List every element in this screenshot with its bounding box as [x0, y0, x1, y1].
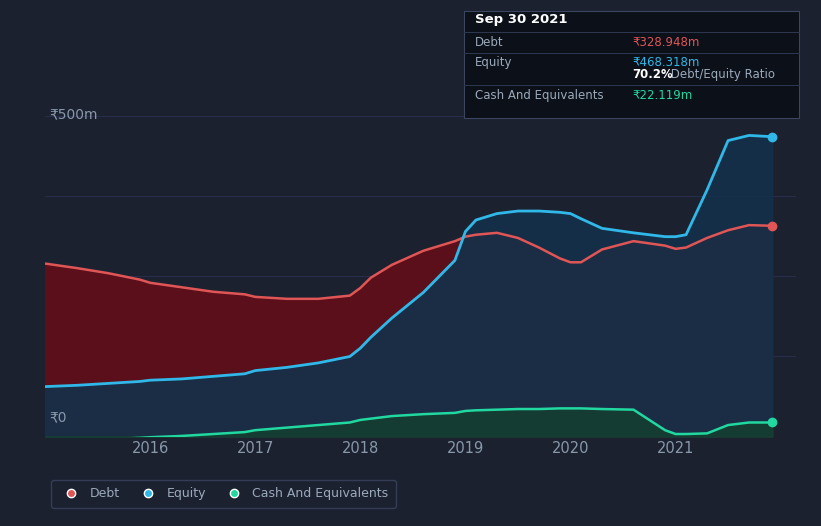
Text: Cash And Equivalents: Cash And Equivalents	[475, 89, 603, 102]
Text: Debt/Equity Ratio: Debt/Equity Ratio	[667, 68, 775, 81]
Text: Sep 30 2021: Sep 30 2021	[475, 13, 567, 26]
Text: Debt: Debt	[475, 36, 503, 49]
Text: ₹0: ₹0	[49, 410, 67, 424]
Text: 70.2%: 70.2%	[632, 68, 673, 81]
Text: ₹500m: ₹500m	[49, 107, 98, 121]
Text: Equity: Equity	[475, 56, 512, 69]
Text: ₹468.318m: ₹468.318m	[632, 56, 699, 69]
Text: ₹328.948m: ₹328.948m	[632, 36, 699, 49]
Text: ₹22.119m: ₹22.119m	[632, 89, 692, 102]
Legend: Debt, Equity, Cash And Equivalents: Debt, Equity, Cash And Equivalents	[52, 480, 396, 508]
